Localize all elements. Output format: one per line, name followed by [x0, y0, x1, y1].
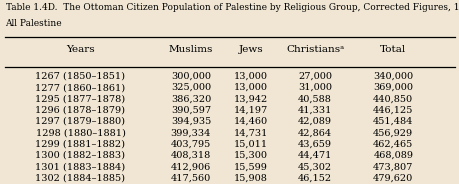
Text: 27,000: 27,000	[297, 72, 331, 81]
Text: 456,929: 456,929	[372, 128, 413, 137]
Text: 300,000: 300,000	[171, 72, 210, 81]
Text: 325,000: 325,000	[170, 83, 211, 92]
Text: All Palestine: All Palestine	[6, 19, 62, 28]
Text: 1277 (1860–1861): 1277 (1860–1861)	[35, 83, 125, 92]
Text: 43,659: 43,659	[297, 140, 331, 149]
Text: 440,850: 440,850	[372, 94, 413, 103]
Text: 446,125: 446,125	[372, 106, 413, 115]
Text: 42,864: 42,864	[297, 128, 331, 137]
Text: 340,000: 340,000	[372, 72, 413, 81]
Text: 1301 (1883–1884): 1301 (1883–1884)	[35, 162, 125, 171]
Text: Years: Years	[66, 45, 95, 54]
Text: 451,484: 451,484	[372, 117, 413, 126]
Text: Table 1.4D.  The Ottoman Citizen Population of Palestine by Religious Group, Cor: Table 1.4D. The Ottoman Citizen Populati…	[6, 3, 459, 12]
Text: 42,089: 42,089	[297, 117, 331, 126]
Text: 468,089: 468,089	[373, 151, 412, 160]
Text: 1302 (1884–1885): 1302 (1884–1885)	[35, 174, 125, 183]
Text: 15,300: 15,300	[233, 151, 267, 160]
Text: 408,318: 408,318	[170, 151, 211, 160]
Text: 31,000: 31,000	[297, 83, 331, 92]
Text: 14,731: 14,731	[233, 128, 267, 137]
Text: 14,460: 14,460	[233, 117, 267, 126]
Text: 41,331: 41,331	[297, 106, 331, 115]
Text: 1300 (1882–1883): 1300 (1882–1883)	[35, 151, 125, 160]
Text: 479,620: 479,620	[372, 174, 413, 183]
Text: 412,906: 412,906	[170, 162, 211, 171]
Text: 399,334: 399,334	[170, 128, 211, 137]
Text: 15,599: 15,599	[233, 162, 267, 171]
Text: 46,152: 46,152	[297, 174, 331, 183]
Text: 15,908: 15,908	[233, 174, 267, 183]
Text: 1298 (1880–1881): 1298 (1880–1881)	[35, 128, 125, 137]
Text: 13,000: 13,000	[233, 83, 267, 92]
Text: 40,588: 40,588	[297, 94, 331, 103]
Text: 45,302: 45,302	[297, 162, 331, 171]
Text: 1267 (1850–1851): 1267 (1850–1851)	[35, 72, 125, 81]
Text: 390,597: 390,597	[170, 106, 211, 115]
Text: Muslims: Muslims	[168, 45, 213, 54]
Text: 462,465: 462,465	[372, 140, 413, 149]
Text: Jews: Jews	[238, 45, 263, 54]
Text: 473,807: 473,807	[372, 162, 413, 171]
Text: 13,000: 13,000	[233, 72, 267, 81]
Text: 394,935: 394,935	[170, 117, 211, 126]
Text: 1296 (1878–1879): 1296 (1878–1879)	[35, 106, 125, 115]
Text: Christiansᵃ: Christiansᵃ	[285, 45, 343, 54]
Text: 14,197: 14,197	[233, 106, 267, 115]
Text: 1299 (1881–1882): 1299 (1881–1882)	[35, 140, 125, 149]
Text: 13,942: 13,942	[233, 94, 267, 103]
Text: Total: Total	[379, 45, 406, 54]
Text: 15,011: 15,011	[233, 140, 267, 149]
Text: 1295 (1877–1878): 1295 (1877–1878)	[35, 94, 125, 103]
Text: 386,320: 386,320	[170, 94, 211, 103]
Text: 369,000: 369,000	[373, 83, 412, 92]
Text: 1297 (1879–1880): 1297 (1879–1880)	[35, 117, 125, 126]
Text: 403,795: 403,795	[170, 140, 211, 149]
Text: 44,471: 44,471	[297, 151, 331, 160]
Text: 417,560: 417,560	[170, 174, 211, 183]
